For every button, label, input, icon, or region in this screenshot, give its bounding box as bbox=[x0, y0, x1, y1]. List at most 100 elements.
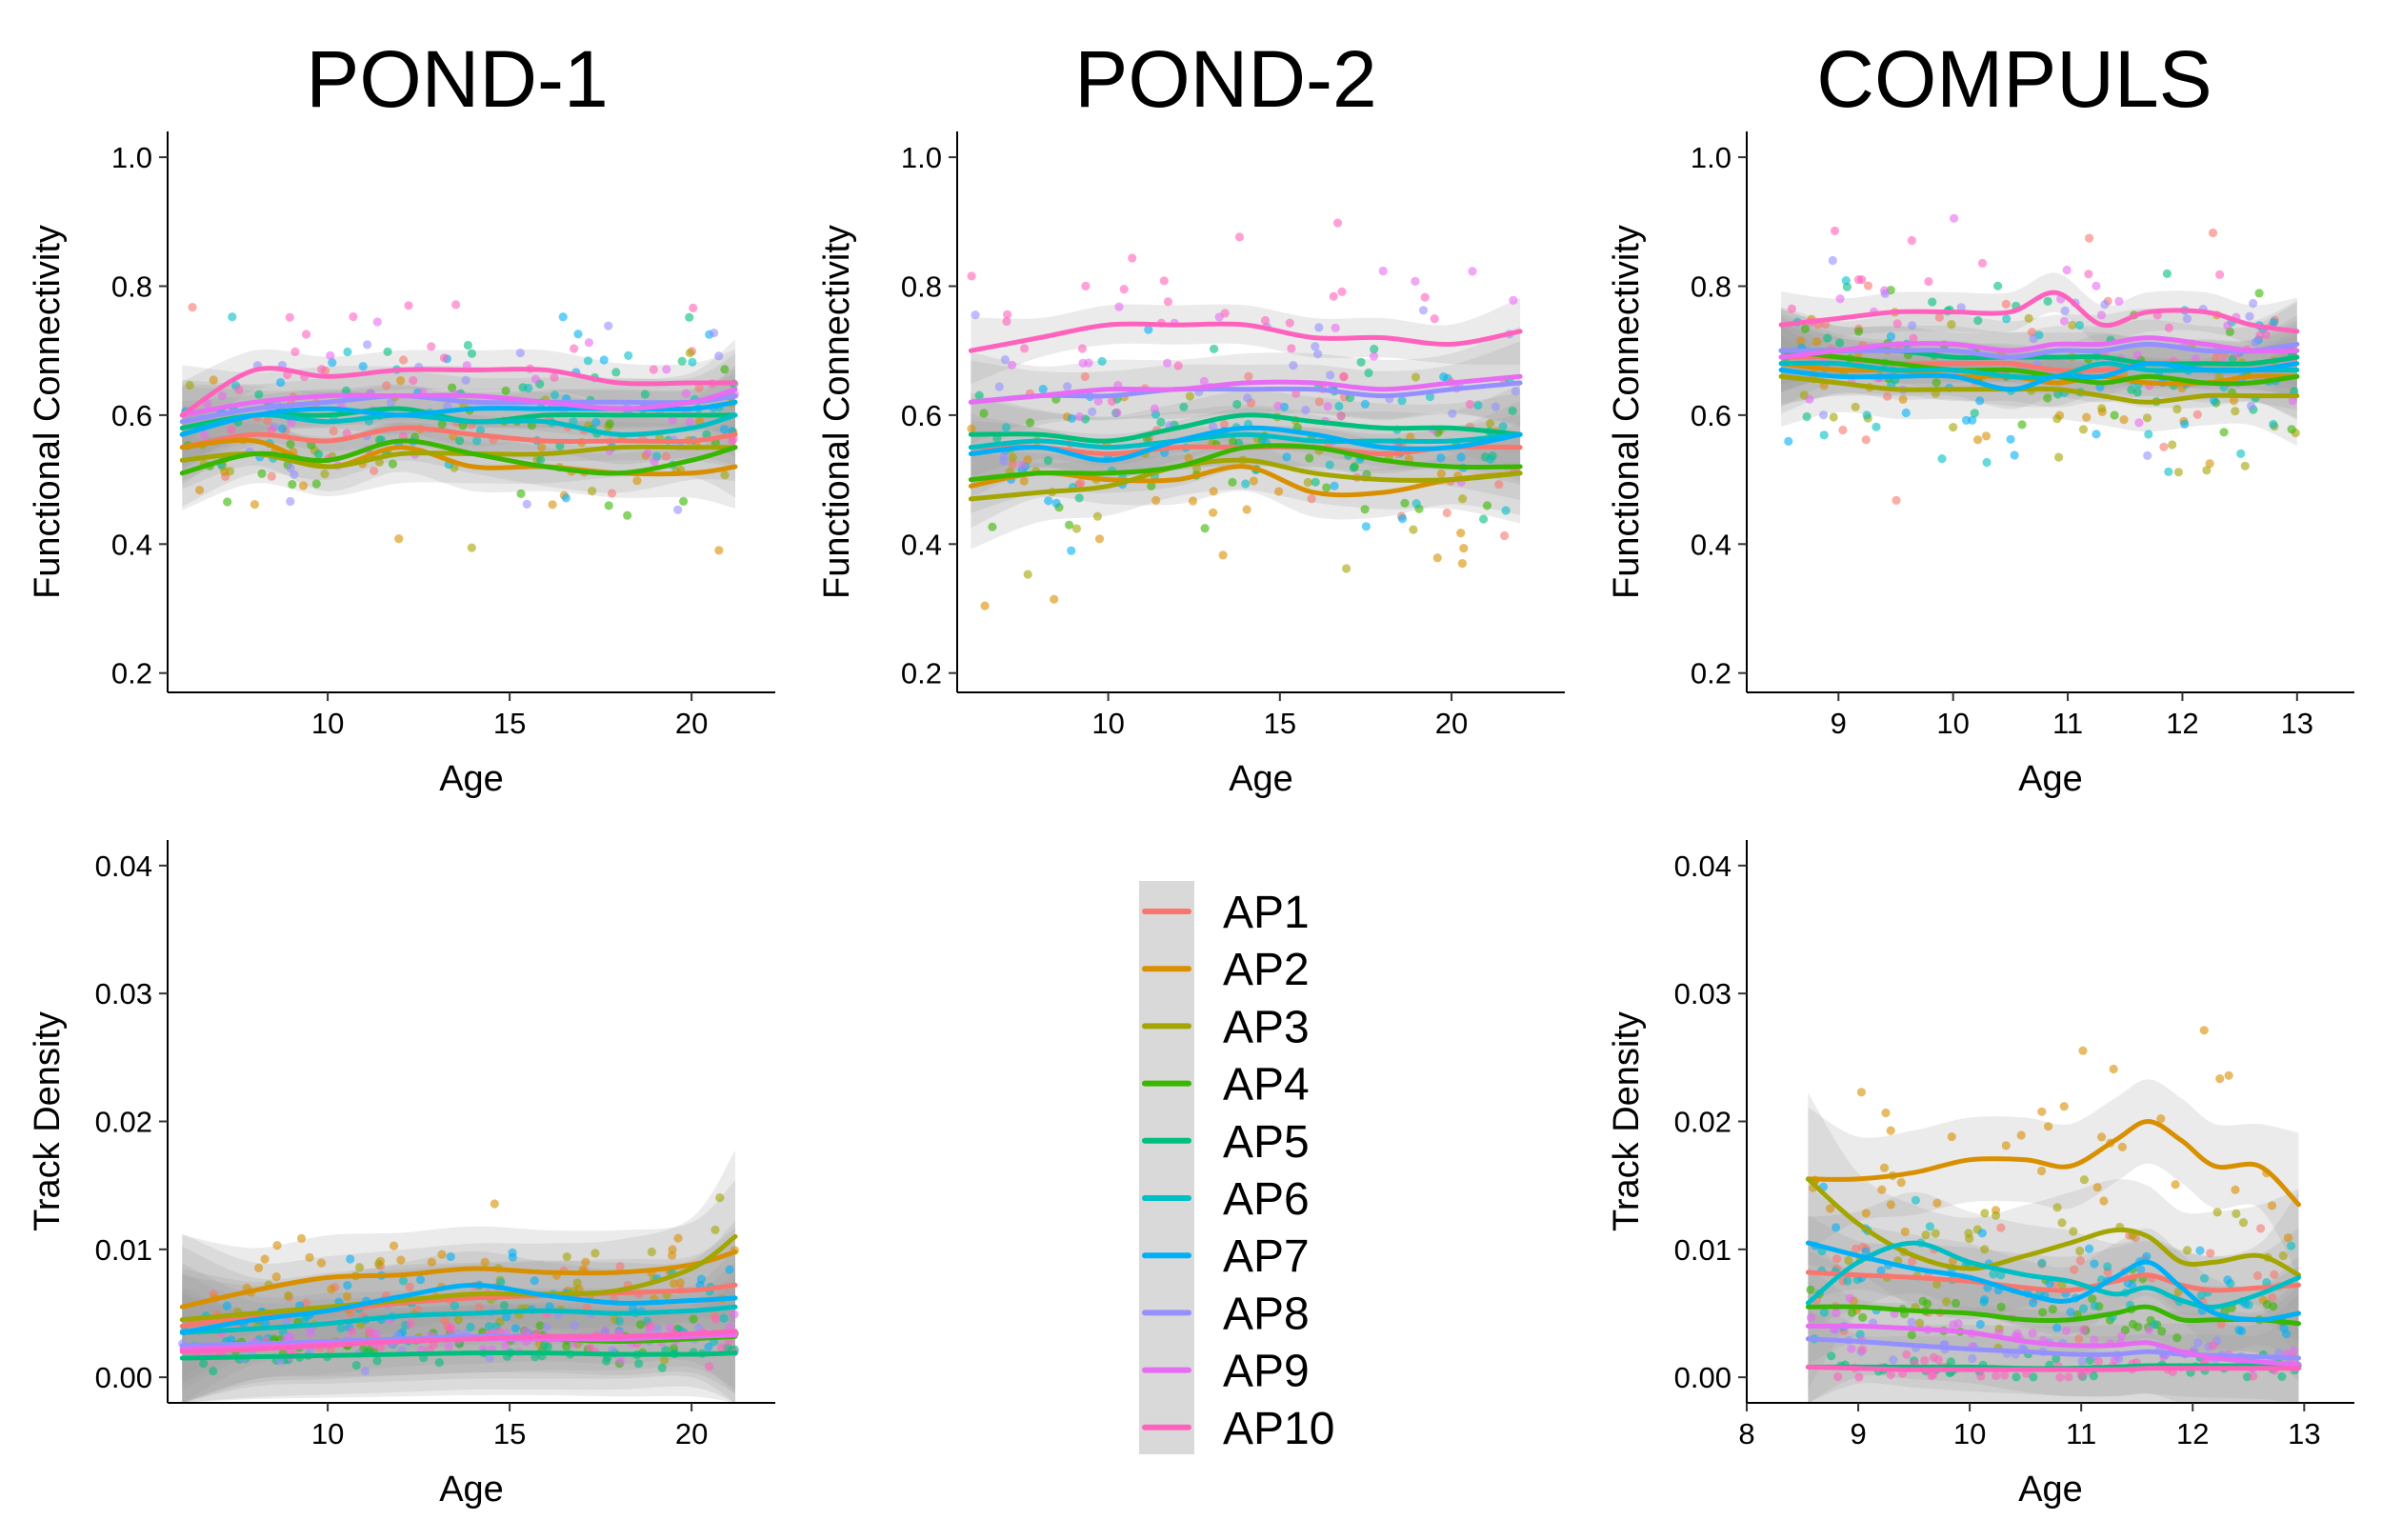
data-point-ap3 bbox=[2231, 407, 2240, 416]
data-point-ap8 bbox=[485, 1353, 494, 1363]
data-point-ap3 bbox=[1458, 494, 1468, 504]
data-point-ap7 bbox=[2236, 1327, 2247, 1336]
data-point-ap10 bbox=[349, 311, 358, 322]
data-point-ap6 bbox=[550, 390, 560, 400]
data-point-ap4 bbox=[516, 489, 526, 499]
data-point-ap9 bbox=[1078, 358, 1088, 368]
data-point-ap9 bbox=[1093, 396, 1103, 406]
data-point-ap1 bbox=[440, 1315, 450, 1325]
data-point-ap1 bbox=[2027, 328, 2037, 337]
data-point-ap1 bbox=[1838, 425, 1848, 435]
data-point-ap8 bbox=[542, 1322, 551, 1331]
data-point-ap6 bbox=[688, 357, 697, 367]
data-point-ap2 bbox=[2037, 1166, 2047, 1176]
data-point-ap8 bbox=[1908, 321, 1917, 330]
data-point-ap8 bbox=[1314, 323, 1324, 332]
data-point-ap2 bbox=[1249, 476, 1258, 486]
data-point-ap4 bbox=[605, 419, 614, 429]
data-point-ap7 bbox=[599, 355, 609, 365]
data-point-ap2 bbox=[1973, 435, 1983, 445]
data-point-ap10 bbox=[1927, 1370, 1936, 1381]
data-point-ap4 bbox=[623, 510, 632, 520]
data-point-ap8 bbox=[1907, 1317, 1916, 1327]
legend-label-ap6: AP6 bbox=[1223, 1174, 1310, 1225]
data-point-ap6 bbox=[1501, 506, 1511, 515]
data-point-ap3 bbox=[2068, 320, 2077, 330]
data-point-ap3 bbox=[1023, 570, 1032, 579]
data-point-ap1 bbox=[405, 1282, 414, 1291]
data-point-ap2 bbox=[537, 443, 547, 452]
data-point-ap3 bbox=[2202, 466, 2212, 475]
data-point-ap6 bbox=[2037, 1258, 2047, 1268]
data-point-ap4 bbox=[1200, 524, 1210, 533]
data-point-ap4 bbox=[2088, 1294, 2097, 1304]
data-point-ap10 bbox=[406, 1319, 415, 1329]
data-point-ap3 bbox=[2172, 405, 2182, 414]
data-point-ap8 bbox=[515, 349, 525, 358]
data-point-ap10 bbox=[689, 303, 698, 312]
data-point-ap2 bbox=[980, 601, 990, 610]
data-point-ap7 bbox=[328, 358, 337, 368]
data-point-ap10 bbox=[1119, 285, 1129, 294]
x-tick-label: 20 bbox=[675, 707, 708, 740]
data-point-ap6 bbox=[1982, 457, 1992, 468]
data-point-ap1 bbox=[2075, 1256, 2085, 1266]
data-point-ap3 bbox=[453, 1315, 463, 1325]
data-point-ap9 bbox=[2117, 1330, 2127, 1341]
data-point-ap7 bbox=[573, 330, 583, 339]
data-point-ap8 bbox=[604, 321, 613, 330]
data-point-ap8 bbox=[1828, 255, 1837, 266]
data-point-ap10 bbox=[285, 312, 294, 322]
data-point-ap7 bbox=[2006, 434, 2015, 444]
data-point-ap1 bbox=[694, 383, 704, 392]
data-point-ap3 bbox=[562, 1252, 571, 1262]
data-point-ap8 bbox=[2077, 1356, 2087, 1367]
data-point-ap2 bbox=[1856, 1088, 1866, 1097]
data-point-ap1 bbox=[1996, 1223, 2006, 1232]
legend-label-ap5: AP5 bbox=[1223, 1117, 1310, 1168]
data-point-ap1 bbox=[1863, 281, 1873, 290]
data-point-ap7 bbox=[1067, 413, 1076, 423]
data-point-ap7 bbox=[2223, 1275, 2232, 1285]
data-point-ap2 bbox=[437, 1250, 447, 1259]
data-point-ap9 bbox=[685, 417, 694, 427]
y-tick-label: 0.04 bbox=[95, 850, 152, 883]
data-point-ap8 bbox=[652, 1324, 662, 1333]
data-point-ap2 bbox=[1457, 559, 1467, 569]
data-point-ap10 bbox=[1933, 1355, 1943, 1365]
data-point-ap2 bbox=[271, 1272, 281, 1282]
data-point-ap10 bbox=[409, 375, 418, 386]
data-point-ap6 bbox=[2144, 430, 2153, 439]
data-point-ap5 bbox=[383, 347, 392, 356]
trend-line-ap3 bbox=[1805, 1176, 2301, 1278]
y-tick-label: 0.03 bbox=[95, 977, 152, 1010]
x-tick-label: 10 bbox=[1091, 707, 1124, 740]
confidence-band-ap7 bbox=[971, 401, 1521, 488]
data-point-ap4 bbox=[2110, 410, 2119, 420]
data-point-ap8 bbox=[1889, 1355, 1898, 1365]
data-point-ap5 bbox=[539, 1340, 550, 1350]
data-point-ap8 bbox=[673, 505, 683, 514]
data-point-ap7 bbox=[530, 1276, 539, 1286]
data-point-ap10 bbox=[1128, 253, 1137, 263]
data-point-ap7 bbox=[277, 424, 288, 433]
data-point-ap4 bbox=[2287, 425, 2296, 434]
data-point-ap6 bbox=[1241, 479, 1251, 489]
data-point-ap9 bbox=[1832, 1309, 1841, 1318]
data-point-ap4 bbox=[2269, 1302, 2278, 1311]
data-point-ap3 bbox=[2142, 413, 2152, 423]
data-point-ap5 bbox=[1802, 411, 1812, 422]
x-axis-title: Age bbox=[2018, 1470, 2083, 1510]
data-point-ap7 bbox=[2085, 1244, 2094, 1253]
data-point-ap2 bbox=[714, 546, 724, 555]
x-axis-title: Age bbox=[1229, 759, 1293, 799]
data-point-ap2 bbox=[669, 1279, 679, 1289]
data-point-ap1 bbox=[1219, 420, 1229, 430]
data-point-ap10 bbox=[2164, 323, 2173, 332]
x-tick-label: 15 bbox=[1264, 707, 1296, 740]
data-point-ap7 bbox=[1977, 1229, 1987, 1238]
legend-label-ap3: AP3 bbox=[1223, 1002, 1310, 1052]
data-point-ap4 bbox=[979, 409, 989, 418]
data-point-ap7 bbox=[2045, 1279, 2054, 1289]
